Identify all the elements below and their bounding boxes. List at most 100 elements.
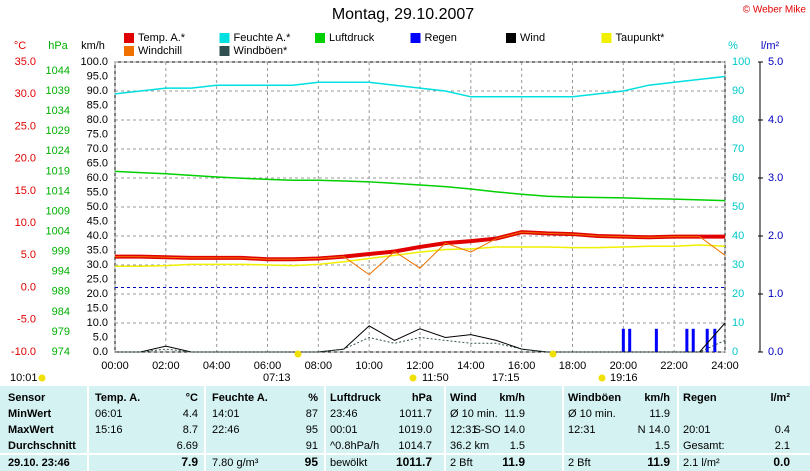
table-cell: MinWert bbox=[8, 408, 52, 420]
event-icon bbox=[549, 350, 557, 358]
rain-bar bbox=[705, 328, 709, 352]
table-cell: 2.1 l/m² bbox=[683, 457, 720, 469]
table-cell: hPa bbox=[412, 392, 433, 404]
table-cell: 4.4 bbox=[183, 408, 198, 420]
y-tick-label: 15.0 bbox=[15, 185, 36, 197]
table-cell: 2 Bft bbox=[568, 457, 591, 469]
table-cell: S-SO 14.0 bbox=[474, 424, 525, 436]
table-cell: ^0.8hPa/h bbox=[330, 440, 379, 452]
x-tick-label: 08:00 bbox=[305, 360, 333, 372]
y-tick-label: 25.0 bbox=[15, 120, 36, 132]
y-tick-label: 994 bbox=[52, 266, 70, 278]
y-tick-label: 50 bbox=[732, 201, 744, 213]
table-cell: 14:01 bbox=[212, 408, 240, 420]
y-tick-label: 5.0 bbox=[93, 331, 108, 343]
axis-label: hPa bbox=[48, 40, 68, 52]
legend-label: Windböen* bbox=[234, 45, 289, 57]
y-tick-label: 80 bbox=[732, 114, 744, 126]
y-tick-label: 30.0 bbox=[15, 88, 36, 100]
legend-swatch bbox=[124, 46, 134, 56]
legend-label: Regen bbox=[425, 32, 457, 44]
legend-swatch bbox=[124, 33, 134, 43]
y-tick-label: 15.0 bbox=[87, 302, 108, 314]
legend-label: Temp. A.* bbox=[138, 32, 186, 44]
rain-bar bbox=[654, 328, 658, 352]
axis-label: l/m² bbox=[761, 40, 780, 52]
legend-swatch bbox=[601, 33, 612, 43]
event-icon bbox=[294, 350, 302, 358]
event-time: 17:15 bbox=[492, 372, 520, 384]
y-tick-label: 20 bbox=[732, 288, 744, 300]
axis-label: % bbox=[728, 40, 738, 52]
table-cell: l/m² bbox=[770, 392, 790, 404]
y-tick-label: 1029 bbox=[46, 125, 70, 137]
y-tick-label: 40.0 bbox=[87, 230, 108, 242]
event-icon bbox=[598, 374, 606, 382]
y-tick-label: 30 bbox=[732, 259, 744, 271]
table-cell: 95 bbox=[305, 455, 319, 469]
table-cell: 15:16 bbox=[95, 424, 123, 436]
x-tick-label: 22:00 bbox=[660, 360, 688, 372]
y-tick-label: 20.0 bbox=[15, 153, 36, 165]
series-line bbox=[115, 244, 726, 268]
table-cell: 1014.7 bbox=[398, 440, 432, 452]
y-tick-label: 5.0 bbox=[768, 56, 783, 68]
table-cell: Ø 10 min. bbox=[450, 408, 498, 420]
x-tick-label: 04:00 bbox=[203, 360, 231, 372]
x-tick-label: 16:00 bbox=[508, 360, 536, 372]
event-time: 07:13 bbox=[263, 372, 291, 384]
table-cell: 1.5 bbox=[655, 440, 670, 452]
y-tick-label: 4.0 bbox=[768, 114, 783, 126]
rain-bar bbox=[691, 328, 695, 352]
table-cell: Sensor bbox=[8, 392, 46, 404]
y-tick-label: 0.0 bbox=[768, 346, 783, 358]
y-tick-label: 10 bbox=[732, 317, 744, 329]
table-cell: 06:01 bbox=[95, 408, 123, 420]
series-line bbox=[115, 231, 726, 276]
axis-label: °C bbox=[14, 40, 26, 52]
y-tick-label: 979 bbox=[52, 326, 70, 338]
y-tick-label: 1024 bbox=[46, 145, 70, 157]
table-cell: 11.9 bbox=[504, 408, 525, 420]
table-cell: Durchschnitt bbox=[8, 440, 76, 452]
y-tick-label: 0.0 bbox=[21, 281, 36, 293]
legend-swatch bbox=[219, 33, 230, 43]
table-cell: 6.69 bbox=[177, 440, 198, 452]
table-cell: N 14.0 bbox=[638, 424, 670, 436]
axis-label: km/h bbox=[81, 40, 105, 52]
table-cell: km/h bbox=[499, 392, 525, 404]
x-tick-label: 18:00 bbox=[559, 360, 587, 372]
y-tick-label: 85.0 bbox=[87, 99, 108, 111]
table-cell: Wind bbox=[450, 392, 477, 404]
y-tick-label: 0.0 bbox=[93, 346, 108, 358]
chart-title: Montag, 29.10.2007 bbox=[332, 6, 474, 23]
event-icon bbox=[409, 374, 417, 382]
table-cell: 7.80 g/m³ bbox=[212, 457, 259, 469]
series-line bbox=[115, 336, 726, 353]
rain-bar bbox=[713, 328, 717, 352]
y-tick-label: 60.0 bbox=[87, 172, 108, 184]
x-tick-label: 12:00 bbox=[406, 360, 434, 372]
event-time: 11:50 bbox=[422, 372, 449, 384]
table-cell: 7.9 bbox=[181, 455, 198, 469]
y-tick-label: 35.0 bbox=[87, 244, 108, 256]
y-tick-label: 3.0 bbox=[768, 172, 783, 184]
table-cell: 12:31 bbox=[450, 424, 478, 436]
legend-swatch bbox=[315, 33, 325, 43]
y-tick-label: 25.0 bbox=[87, 273, 108, 285]
y-tick-label: 60 bbox=[732, 172, 744, 184]
legend-label: Luftdruck bbox=[329, 32, 375, 44]
table-cell: °C bbox=[186, 392, 198, 404]
table-cell: 29.10. 23:46 bbox=[8, 457, 70, 469]
y-tick-label: 1.0 bbox=[768, 288, 783, 300]
table-cell: bewölkt bbox=[330, 457, 367, 469]
y-tick-label: 984 bbox=[52, 306, 70, 318]
legend-swatch bbox=[506, 33, 516, 43]
y-tick-label: 974 bbox=[52, 346, 70, 358]
y-tick-label: 1009 bbox=[46, 205, 70, 217]
rain-bar bbox=[628, 328, 632, 352]
table-cell: 20:01 bbox=[683, 424, 711, 436]
table-cell: 91 bbox=[306, 440, 318, 452]
legend-label: Wind bbox=[520, 32, 545, 44]
y-tick-label: 1014 bbox=[46, 185, 70, 197]
